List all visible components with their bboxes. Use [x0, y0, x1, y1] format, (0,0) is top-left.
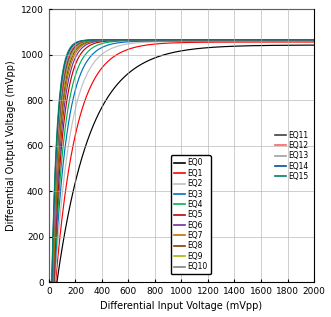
Legend: EQ11, EQ12, EQ13, EQ14, EQ15: EQ11, EQ12, EQ13, EQ14, EQ15: [272, 127, 312, 184]
X-axis label: Differential Input Voltage (mVpp): Differential Input Voltage (mVpp): [100, 301, 262, 311]
Y-axis label: Differential Output Voltage (mVpp): Differential Output Voltage (mVpp): [6, 60, 16, 231]
